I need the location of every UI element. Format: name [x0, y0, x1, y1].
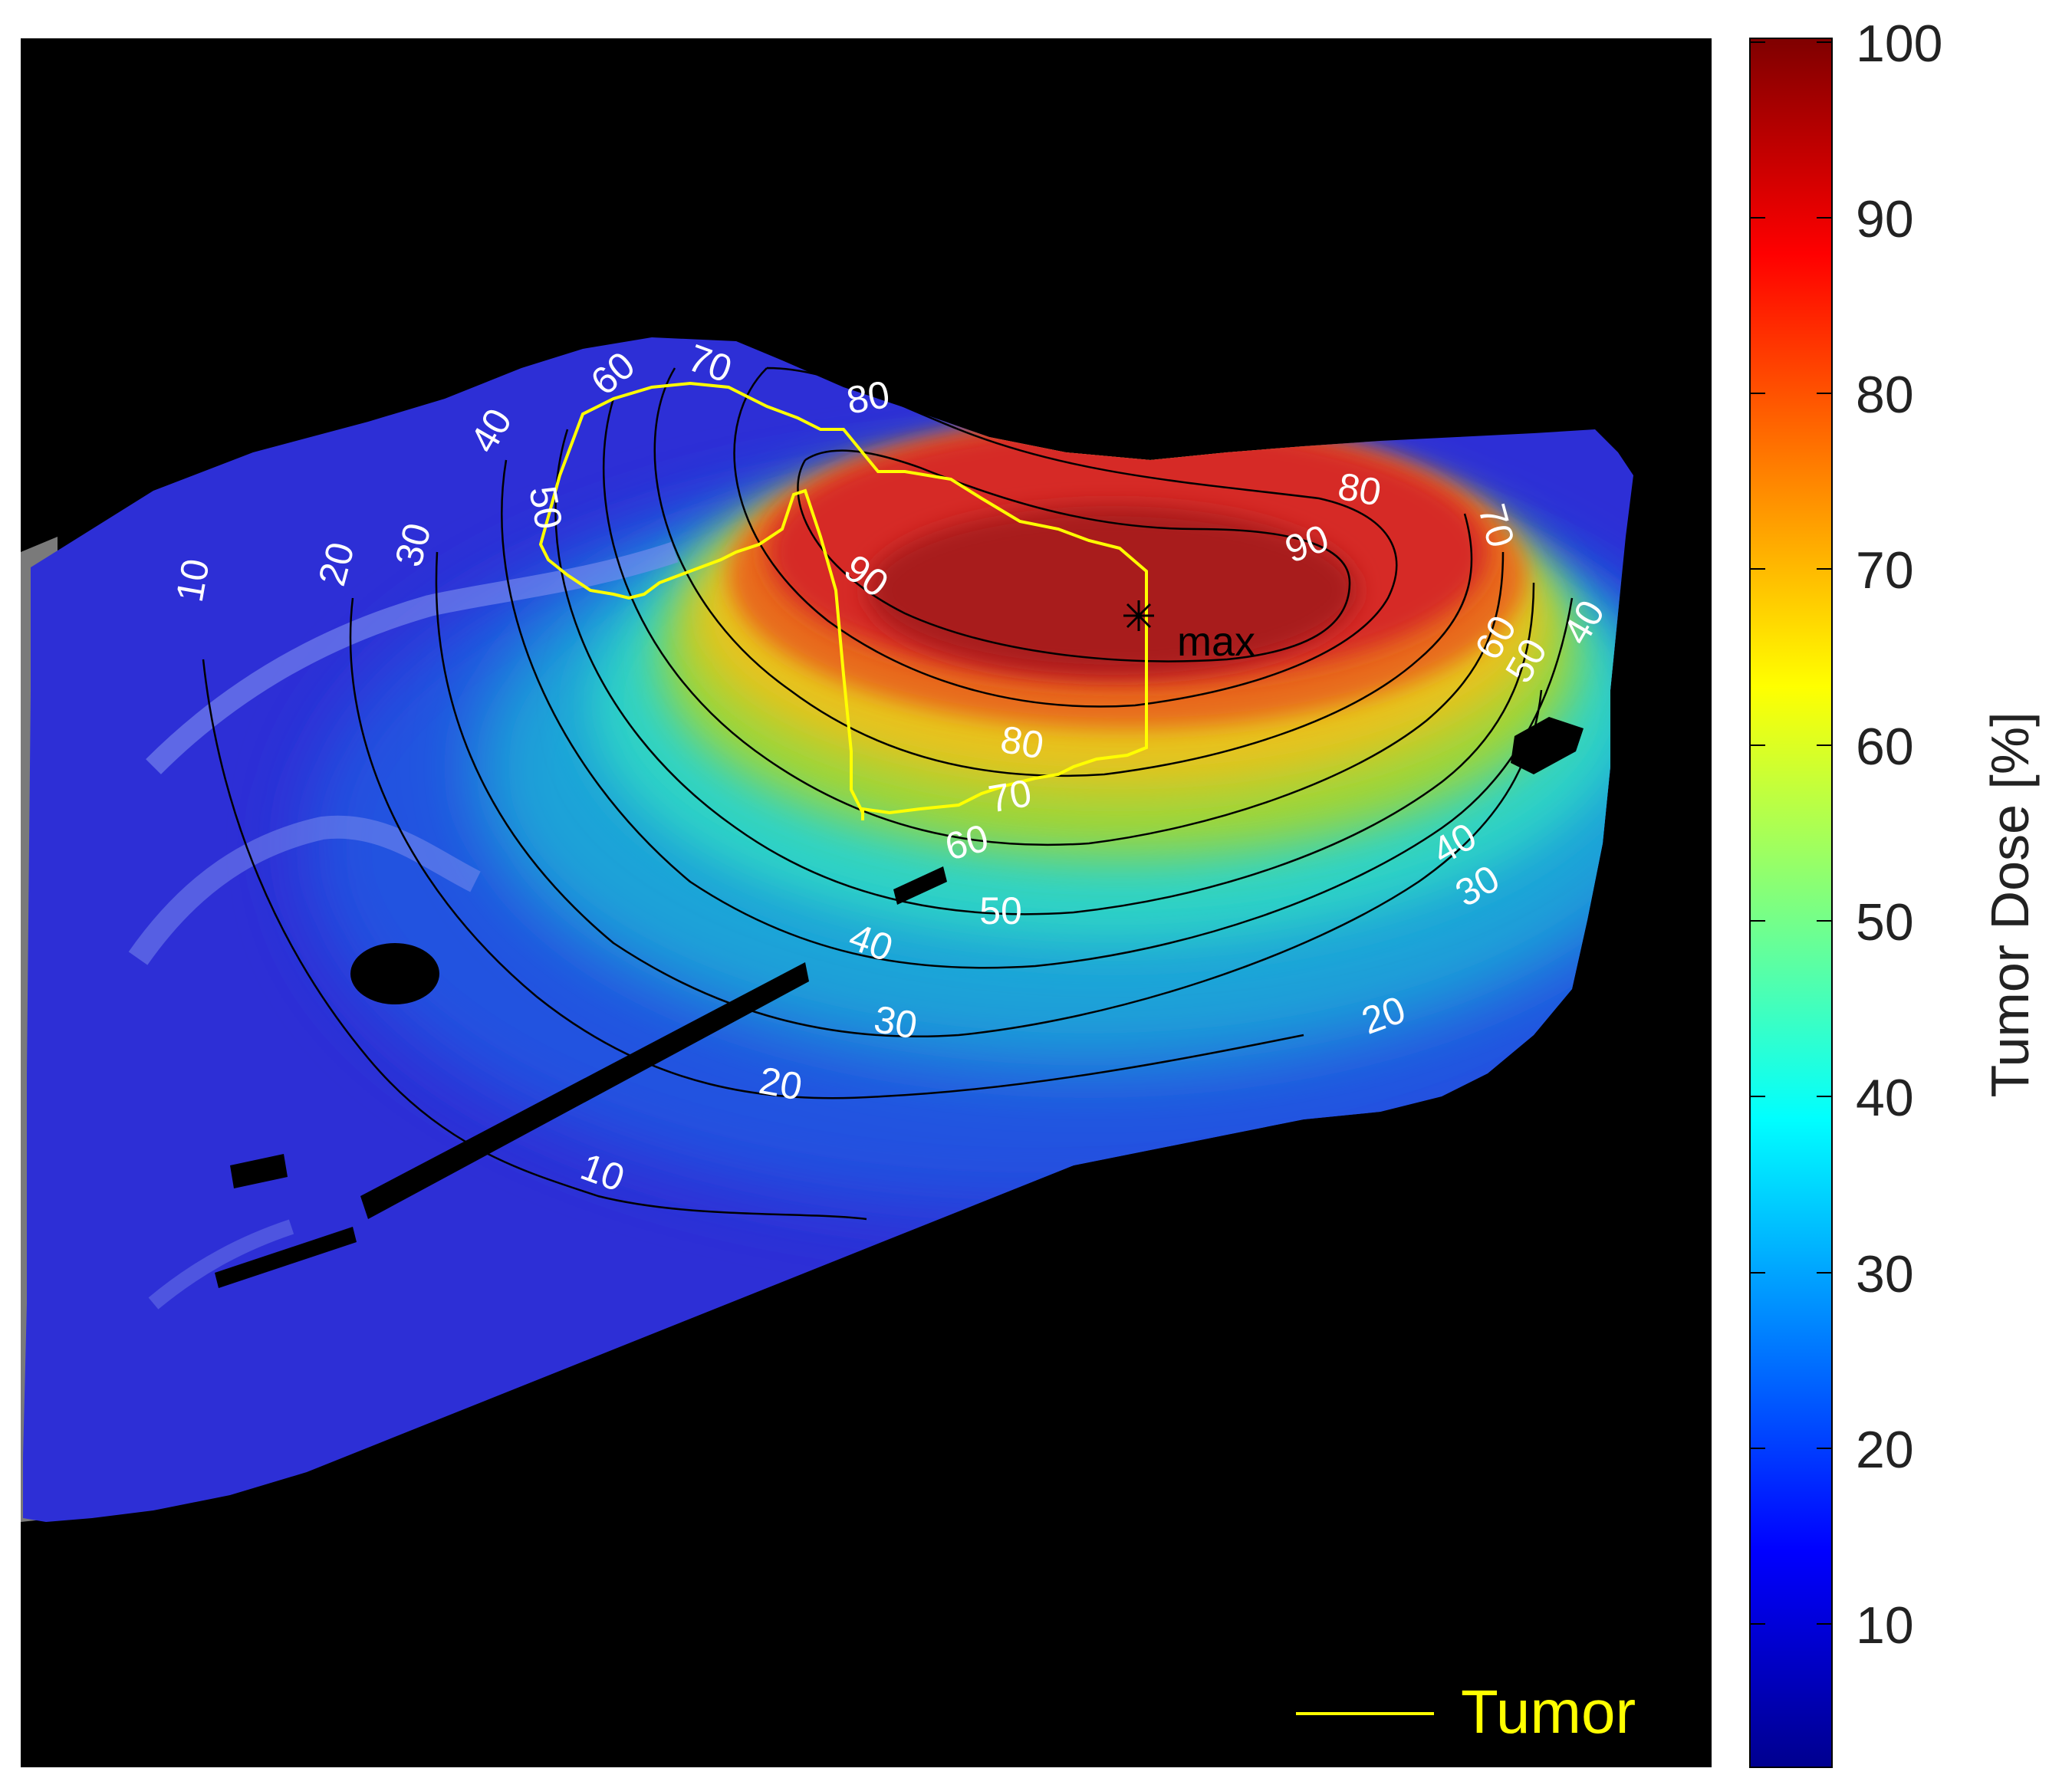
- colorbar-tick-50: 50: [1856, 893, 1914, 952]
- colorbar-tick-10: 10: [1856, 1596, 1914, 1655]
- max-marker: [1123, 600, 1154, 631]
- max-label: max: [1177, 619, 1255, 665]
- legend: Tumor: [1296, 1678, 1636, 1746]
- contour-60: [602, 398, 1505, 846]
- colorbar-tick-marks: [1750, 41, 1832, 1625]
- colorbar-tick-70: 70: [1856, 541, 1914, 600]
- contour-80: [733, 366, 1398, 708]
- colorbar-tick-20: 20: [1856, 1421, 1914, 1479]
- contour-label-20-b: 20: [756, 1059, 806, 1109]
- contour-label-50-b: 50: [979, 889, 1022, 932]
- contour-label-10-a: 10: [168, 556, 218, 606]
- colorbar-tick-90: 90: [1856, 190, 1914, 248]
- colorbar-tick-100: 100: [1856, 15, 1942, 73]
- colorbar-tick-30: 30: [1856, 1245, 1914, 1303]
- contour-20: [349, 597, 1304, 1099]
- colorbar-tick-80: 80: [1856, 366, 1914, 424]
- colorbar-tick-60: 60: [1856, 718, 1914, 776]
- contour-30: [435, 551, 1543, 1038]
- tumor-outline: [538, 381, 1148, 820]
- contour-70: [653, 367, 1473, 777]
- colorbar-gradient: [1749, 38, 1833, 1768]
- contour-label-70-b: 70: [985, 771, 1035, 821]
- contour-50: [554, 429, 1535, 915]
- contour-10: [202, 659, 867, 1221]
- contour-label-30-b: 30: [871, 998, 921, 1047]
- colorbar-title: Tumor Dose [%]: [1980, 712, 2040, 1097]
- contour-labels: 10 20 30 40 50 60 70 80 90 80 70 60 50 4…: [168, 336, 1613, 1200]
- colorbar: 100 90 80 70 60 50 40 30 20 10 Tumor Dos…: [1749, 15, 2040, 1768]
- legend-label-tumor: Tumor: [1461, 1678, 1636, 1746]
- contour-label-50-a: 50: [521, 483, 571, 533]
- contour-40: [501, 459, 1574, 969]
- isodose-contours: [202, 366, 1574, 1221]
- colorbar-tick-labels: 100 90 80 70 60 50 40 30 20 10: [1856, 15, 1942, 1655]
- contour-label-80-a: 80: [844, 373, 893, 422]
- contour-label-80-b: 80: [998, 718, 1048, 767]
- contour-label-80-c: 80: [1335, 465, 1385, 514]
- colorbar-tick-40: 40: [1856, 1069, 1914, 1127]
- contour-90: [797, 449, 1351, 662]
